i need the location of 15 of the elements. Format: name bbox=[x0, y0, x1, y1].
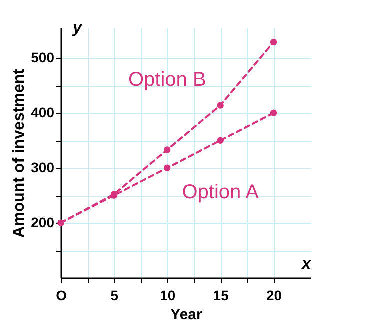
y-axis-title: Amount of investment bbox=[11, 68, 28, 238]
x-tick-label: 5 bbox=[110, 288, 119, 304]
annotation: x bbox=[301, 256, 312, 273]
x-tick-label: O bbox=[56, 288, 68, 304]
series-label: Option A bbox=[182, 182, 260, 204]
y-tick-label: 500 bbox=[31, 50, 55, 66]
x-tick-label: 20 bbox=[266, 288, 282, 304]
y-tick-label: 200 bbox=[31, 214, 55, 231]
x-tick-label: 10 bbox=[160, 288, 176, 304]
x-tick-label: 15 bbox=[213, 288, 230, 304]
annotation: y bbox=[72, 20, 83, 37]
series-label: Option B bbox=[128, 68, 206, 91]
x-axis-title: Year bbox=[170, 306, 203, 324]
y-tick-label: 300 bbox=[31, 160, 55, 176]
y-tick-label: 400 bbox=[31, 104, 55, 121]
